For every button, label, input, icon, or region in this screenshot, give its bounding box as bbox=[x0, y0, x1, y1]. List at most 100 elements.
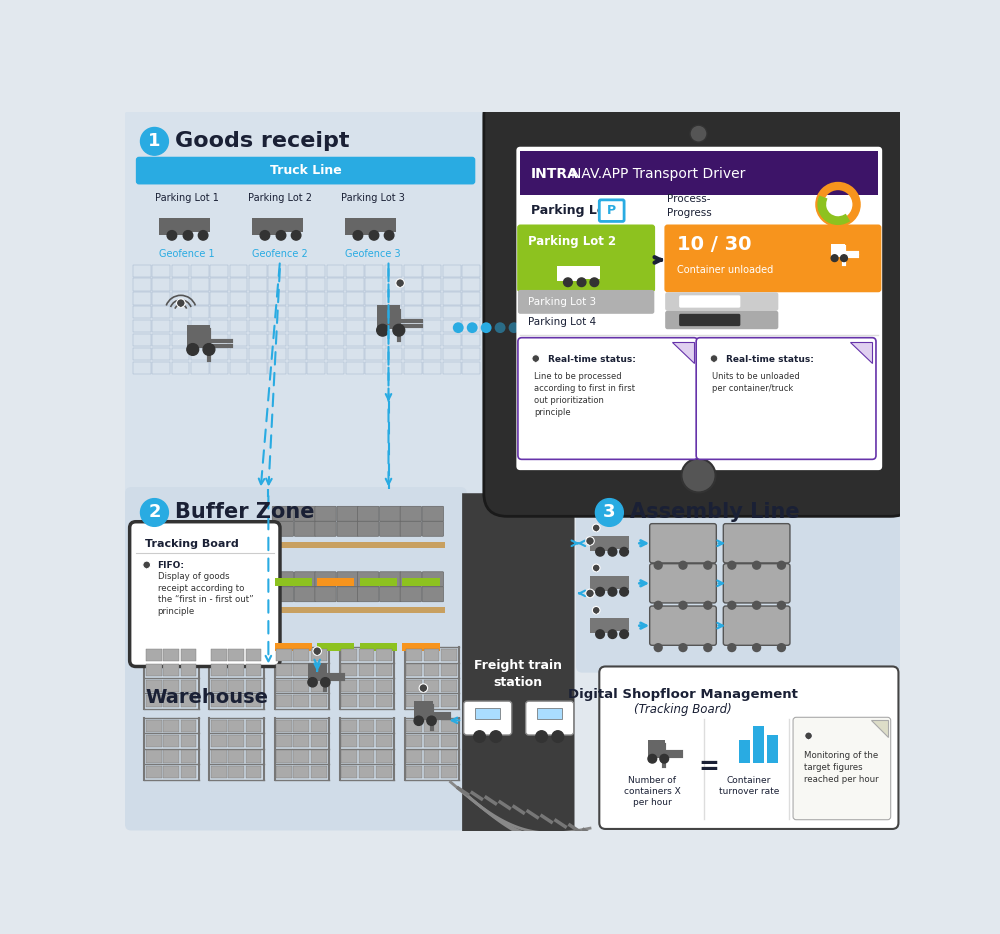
Polygon shape bbox=[672, 342, 694, 363]
Circle shape bbox=[805, 732, 812, 740]
Bar bbox=[228, 766, 244, 778]
Circle shape bbox=[586, 589, 594, 598]
FancyBboxPatch shape bbox=[599, 667, 898, 829]
Bar bbox=[356, 542, 402, 547]
Bar bbox=[441, 719, 457, 732]
Bar bbox=[228, 649, 244, 661]
Bar bbox=[424, 750, 439, 763]
Bar bbox=[249, 361, 267, 374]
Bar bbox=[311, 735, 326, 747]
FancyBboxPatch shape bbox=[123, 110, 494, 500]
Bar bbox=[317, 578, 354, 586]
FancyBboxPatch shape bbox=[679, 295, 740, 307]
Bar bbox=[404, 347, 422, 360]
Bar bbox=[268, 306, 286, 318]
Bar bbox=[172, 278, 189, 290]
Circle shape bbox=[393, 324, 405, 336]
Bar bbox=[423, 306, 441, 318]
FancyBboxPatch shape bbox=[723, 524, 790, 563]
Circle shape bbox=[608, 547, 617, 556]
Bar bbox=[359, 649, 374, 661]
Bar bbox=[192, 218, 210, 232]
Bar bbox=[739, 740, 750, 763]
Bar bbox=[406, 735, 422, 747]
Bar bbox=[268, 347, 286, 360]
Polygon shape bbox=[711, 359, 717, 362]
Bar bbox=[228, 735, 244, 747]
Circle shape bbox=[260, 231, 270, 240]
Bar bbox=[246, 664, 261, 676]
Circle shape bbox=[474, 730, 485, 743]
Bar bbox=[181, 649, 196, 661]
Bar bbox=[376, 695, 392, 707]
Bar bbox=[311, 719, 326, 732]
Bar bbox=[181, 664, 196, 676]
Bar bbox=[441, 750, 457, 763]
Bar bbox=[228, 695, 244, 707]
FancyBboxPatch shape bbox=[315, 572, 336, 587]
Circle shape bbox=[592, 524, 600, 531]
Bar bbox=[423, 347, 441, 360]
Circle shape bbox=[777, 643, 786, 652]
Bar bbox=[423, 320, 441, 333]
Text: 3: 3 bbox=[603, 503, 616, 521]
Text: Digital Shopfloor Management: Digital Shopfloor Management bbox=[568, 688, 798, 701]
Bar bbox=[423, 278, 441, 290]
Circle shape bbox=[177, 299, 185, 307]
Text: Buffer Zone: Buffer Zone bbox=[175, 502, 315, 522]
Bar bbox=[313, 607, 360, 613]
Bar bbox=[211, 664, 227, 676]
Bar bbox=[360, 578, 397, 586]
Bar bbox=[590, 575, 616, 591]
Bar bbox=[441, 664, 457, 676]
Bar bbox=[441, 649, 457, 661]
Polygon shape bbox=[850, 342, 872, 363]
Polygon shape bbox=[587, 541, 593, 545]
Bar bbox=[404, 320, 422, 333]
Circle shape bbox=[509, 322, 519, 333]
FancyBboxPatch shape bbox=[380, 506, 401, 521]
Bar bbox=[288, 361, 306, 374]
Bar bbox=[211, 695, 227, 707]
Bar bbox=[462, 320, 480, 333]
Bar bbox=[326, 347, 344, 360]
Bar bbox=[326, 306, 344, 318]
Bar bbox=[443, 361, 461, 374]
Bar bbox=[152, 278, 170, 290]
Bar bbox=[404, 306, 422, 318]
FancyBboxPatch shape bbox=[723, 564, 790, 603]
Text: Real-time status:: Real-time status: bbox=[548, 356, 636, 364]
Bar bbox=[228, 719, 244, 732]
Text: Container
turnover rate: Container turnover rate bbox=[719, 776, 779, 796]
FancyBboxPatch shape bbox=[272, 506, 294, 521]
Bar bbox=[191, 292, 209, 304]
Bar bbox=[191, 264, 209, 276]
Bar bbox=[249, 264, 267, 276]
Circle shape bbox=[620, 547, 628, 556]
Bar bbox=[181, 695, 196, 707]
Bar bbox=[406, 680, 422, 692]
Bar bbox=[404, 278, 422, 290]
Bar bbox=[424, 735, 439, 747]
FancyBboxPatch shape bbox=[422, 587, 444, 601]
Text: Freight train
station: Freight train station bbox=[474, 659, 562, 689]
Bar bbox=[311, 766, 326, 778]
FancyBboxPatch shape bbox=[664, 224, 881, 292]
Bar bbox=[249, 347, 267, 360]
Bar bbox=[404, 361, 422, 374]
Bar bbox=[268, 264, 286, 276]
Bar bbox=[293, 695, 309, 707]
Bar bbox=[376, 735, 392, 747]
Bar bbox=[276, 649, 292, 661]
Bar bbox=[191, 306, 209, 318]
Bar bbox=[441, 766, 457, 778]
Circle shape bbox=[595, 499, 623, 527]
Bar bbox=[191, 333, 209, 347]
Circle shape bbox=[536, 730, 547, 743]
Circle shape bbox=[727, 560, 736, 570]
Bar bbox=[288, 264, 306, 276]
Circle shape bbox=[777, 560, 786, 570]
Bar bbox=[424, 649, 439, 661]
FancyBboxPatch shape bbox=[358, 506, 379, 521]
Bar bbox=[307, 278, 325, 290]
